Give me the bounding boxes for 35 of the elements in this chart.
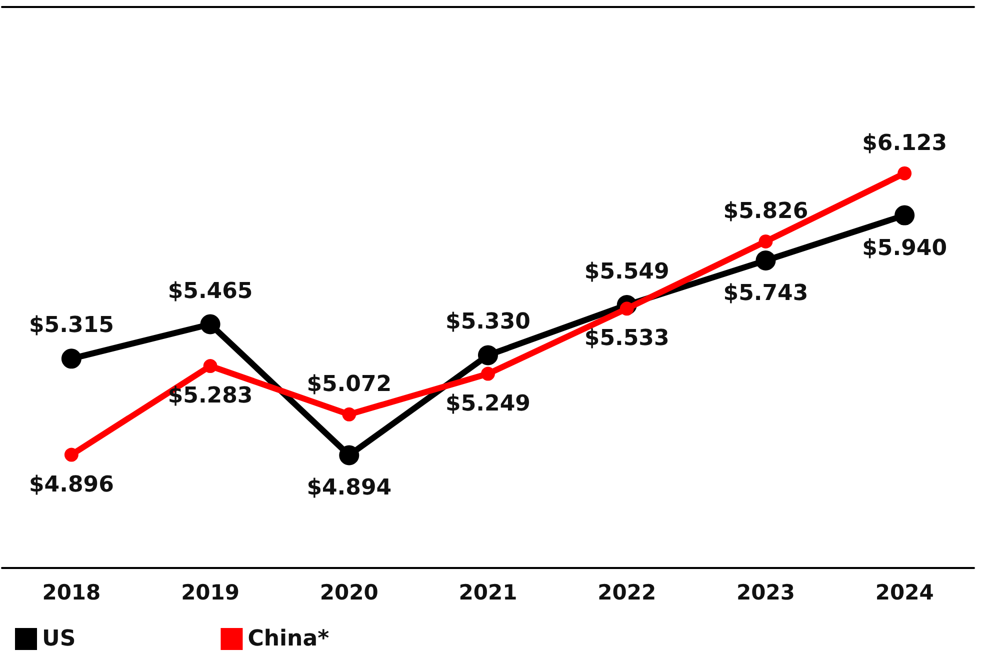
point — [64, 448, 78, 462]
data-label: $5.940 — [862, 236, 948, 261]
x-tick-label: 2022 — [598, 580, 656, 604]
point — [339, 445, 360, 466]
point — [756, 250, 776, 270]
data-label: $5.533 — [584, 326, 670, 352]
point — [61, 348, 82, 369]
legend-label: China* — [248, 626, 330, 652]
data-label: $5.465 — [168, 278, 253, 304]
point — [478, 345, 498, 366]
x-tick-label: 2020 — [320, 580, 378, 604]
point — [342, 407, 356, 422]
data-label: $4.894 — [306, 476, 392, 501]
data-label: $5.249 — [446, 391, 530, 416]
point — [898, 166, 912, 180]
x-tick-label: 2024 — [875, 580, 934, 604]
x-tick-label: 2018 — [42, 580, 101, 604]
data-label: $5.549 — [584, 259, 670, 284]
point — [481, 366, 495, 381]
x-tick-label: 2019 — [181, 580, 240, 604]
x-tick-label: 2023 — [736, 580, 795, 604]
data-label: $5.283 — [168, 384, 253, 409]
data-label: $5.315 — [28, 313, 114, 338]
x-tick-label: 2021 — [458, 580, 518, 604]
point — [894, 205, 915, 226]
data-label: $5.743 — [723, 280, 808, 306]
legend-label: US — [42, 626, 76, 652]
point — [203, 359, 218, 374]
data-label: $6.123 — [862, 130, 948, 156]
point — [758, 234, 773, 248]
point — [200, 314, 220, 334]
data-label: $4.896 — [28, 472, 114, 498]
data-label: $5.826 — [723, 198, 808, 224]
data-label: $5.330 — [446, 310, 530, 335]
data-label: $5.072 — [306, 372, 392, 397]
